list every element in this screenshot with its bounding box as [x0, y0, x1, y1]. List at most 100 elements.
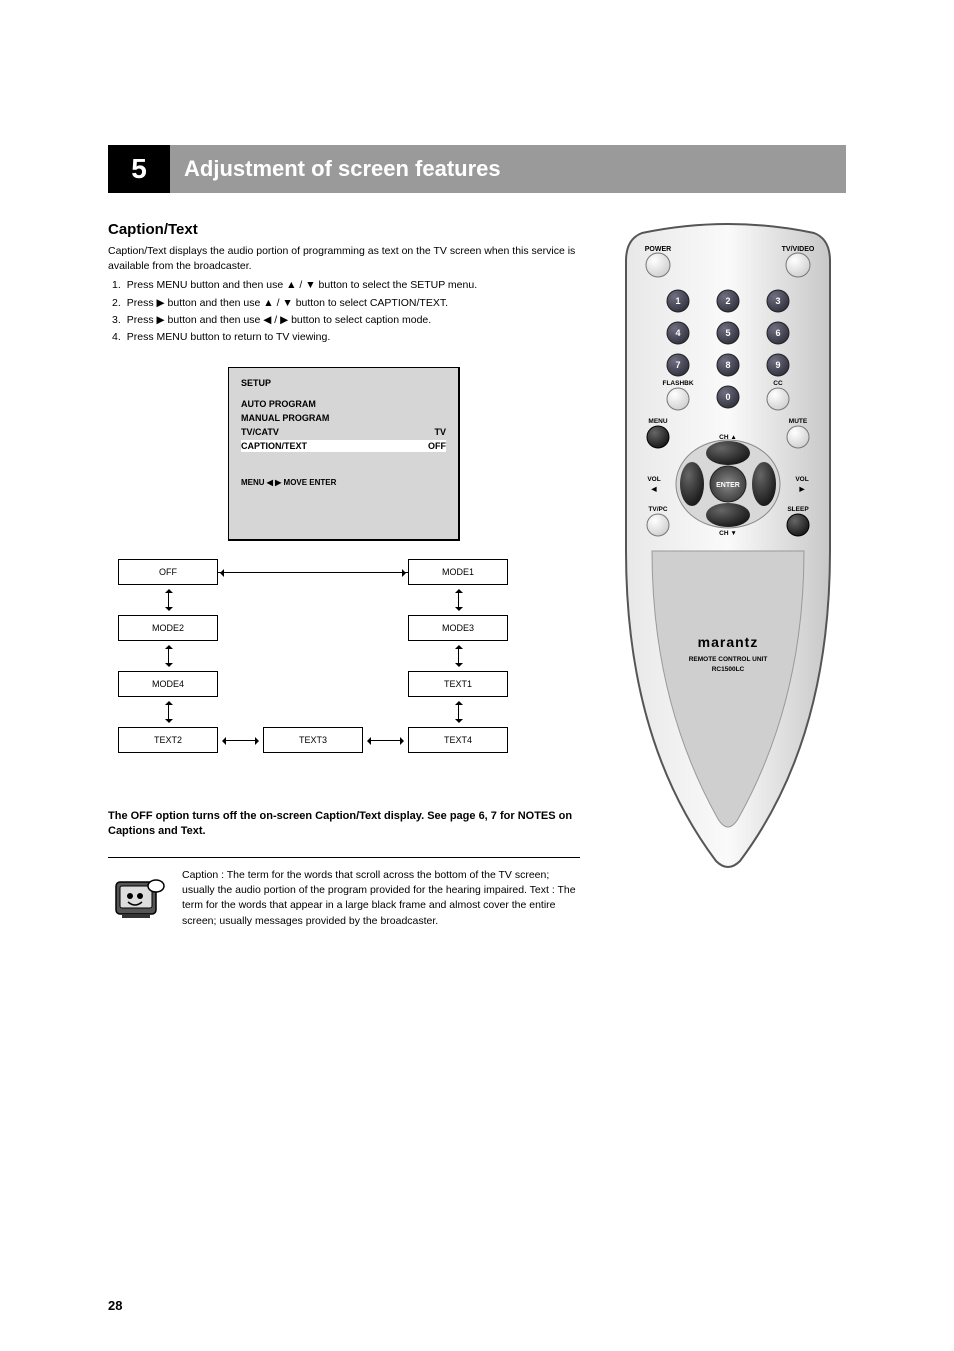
flow-diagram: OFF MODE2 MODE4 TEXT2 MODE1 MODE3 TEXT1 … [108, 559, 580, 799]
ch-up-button[interactable] [706, 441, 750, 465]
flow-node: MODE3 [408, 615, 508, 641]
vol-left-button[interactable] [680, 462, 704, 506]
step-text: Press MENU button and then use ▲ / ▼ but… [127, 278, 477, 293]
vol-left-icon: ◀ [651, 486, 658, 493]
flow-node: TEXT1 [408, 671, 508, 697]
vol-right-button[interactable] [752, 462, 776, 506]
step-number: 1. [112, 278, 121, 293]
page-number: 28 [108, 1298, 122, 1313]
remote-control-illustration: POWER TV/VIDEO 1 2 3 4 5 6 7 8 9 0 FLASH… [610, 221, 846, 871]
step-item: 3. Press ▶ button and then use ◀ / ▶ but… [112, 313, 580, 328]
steps-list: 1. Press MENU button and then use ▲ / ▼ … [112, 278, 580, 345]
svg-text:8: 8 [725, 360, 730, 370]
content-column: Caption/Text Caption/Text displays the a… [108, 221, 580, 930]
step-text: Press ▶ button and then use ◀ / ▶ button… [127, 313, 431, 328]
flow-node: OFF [118, 559, 218, 585]
menu-label: MENU [648, 418, 667, 425]
step-item: 1. Press MENU button and then use ▲ / ▼ … [112, 278, 580, 293]
intro-text: Caption/Text displays the audio portion … [108, 244, 580, 274]
osd-value: TV [434, 427, 446, 437]
arrowhead-right-icon [402, 569, 410, 577]
step-number: 2. [112, 296, 121, 311]
power-label: POWER [645, 246, 671, 253]
svg-text:5: 5 [725, 328, 730, 338]
step-text: Press MENU button to return to TV viewin… [127, 330, 330, 345]
tvvideo-label: TV/VIDEO [782, 246, 815, 253]
mute-label: MUTE [789, 418, 808, 425]
flow-arrow [458, 646, 459, 666]
arrowhead-left-icon [216, 569, 224, 577]
osd-value: OFF [428, 441, 446, 451]
ch-down-button[interactable] [706, 503, 750, 527]
tv-tip-icon [108, 868, 170, 930]
cc-button[interactable] [767, 388, 789, 410]
brand-label: marantz [698, 634, 759, 650]
enter-label: ENTER [716, 482, 740, 489]
flashbk-button[interactable] [667, 388, 689, 410]
step-item: 2. Press ▶ button and then use ▲ / ▼ but… [112, 296, 580, 311]
osd-row: AUTO PROGRAM [241, 398, 446, 410]
svg-text:7: 7 [675, 360, 680, 370]
osd-label: CAPTION/TEXT [241, 441, 307, 451]
svg-text:2: 2 [725, 296, 730, 306]
step-text: Press ▶ button and then use ▲ / ▼ button… [127, 296, 448, 311]
osd-row: MANUAL PROGRAM [241, 412, 446, 424]
vol-right-icon: ▶ [799, 486, 806, 493]
flow-node: MODE4 [118, 671, 218, 697]
svg-text:9: 9 [775, 360, 780, 370]
flow-arrow [223, 740, 258, 741]
tvpc-button[interactable] [647, 514, 669, 536]
osd-label: TV/CATV [241, 427, 279, 437]
tip-text: Caption : The term for the words that sc… [182, 868, 580, 929]
section-title: Adjustment of screen features [170, 145, 846, 193]
subtitle: Caption/Text [108, 221, 580, 238]
flow-arrow [458, 702, 459, 722]
tip-section: Caption : The term for the words that sc… [108, 868, 580, 930]
flow-arrow [458, 590, 459, 610]
svg-text:6: 6 [775, 328, 780, 338]
unit-label-1: REMOTE CONTROL UNIT [689, 656, 768, 663]
flow-node: MODE2 [118, 615, 218, 641]
osd-title: SETUP [241, 378, 446, 388]
step-number: 4. [112, 330, 121, 345]
sleep-label: SLEEP [787, 506, 809, 513]
svg-text:3: 3 [775, 296, 780, 306]
svg-text:1: 1 [675, 296, 680, 306]
tvvideo-button[interactable] [786, 253, 810, 277]
section-number: 5 [108, 145, 170, 193]
flow-arrow [168, 590, 169, 610]
flow-node: TEXT4 [408, 727, 508, 753]
flow-node: TEXT2 [118, 727, 218, 753]
osd-row: TV/CATV TV [241, 426, 446, 438]
section-header: 5 Adjustment of screen features [108, 145, 846, 193]
postnote: The OFF option turns off the on-screen C… [108, 809, 580, 839]
unit-label-2: RC1500LC [712, 666, 745, 673]
divider [108, 857, 580, 858]
mute-button[interactable] [787, 426, 809, 448]
step-number: 3. [112, 313, 121, 328]
flow-arrow [168, 646, 169, 666]
svg-text:4: 4 [675, 328, 680, 338]
flashbk-label: FLASHBK [662, 380, 693, 387]
menu-button[interactable] [647, 426, 669, 448]
flow-arrow [218, 572, 408, 573]
power-button[interactable] [646, 253, 670, 277]
step-item: 4. Press MENU button to return to TV vie… [112, 330, 580, 345]
osd-row-selected: CAPTION/TEXT OFF [241, 440, 446, 452]
vol-right-label: VOL [795, 476, 808, 483]
flow-arrow [168, 702, 169, 722]
svg-text:0: 0 [725, 392, 730, 402]
osd-label: AUTO PROGRAM [241, 399, 316, 409]
ch-dn-label: CH ▼ [719, 530, 737, 537]
flow-arrow [368, 740, 403, 741]
osd-screen: SETUP AUTO PROGRAM MANUAL PROGRAM TV/CAT… [228, 367, 460, 541]
osd-label: MANUAL PROGRAM [241, 413, 329, 423]
osd-hint: MENU ◀ ▶ MOVE ENTER [241, 478, 446, 487]
vol-left-label: VOL [647, 476, 660, 483]
flow-node: TEXT3 [263, 727, 363, 753]
tvpc-label: TV/PC [648, 506, 667, 513]
flow-node: MODE1 [408, 559, 508, 585]
sleep-button[interactable] [787, 514, 809, 536]
remote-column: POWER TV/VIDEO 1 2 3 4 5 6 7 8 9 0 FLASH… [610, 221, 846, 930]
cc-label: CC [773, 380, 783, 387]
